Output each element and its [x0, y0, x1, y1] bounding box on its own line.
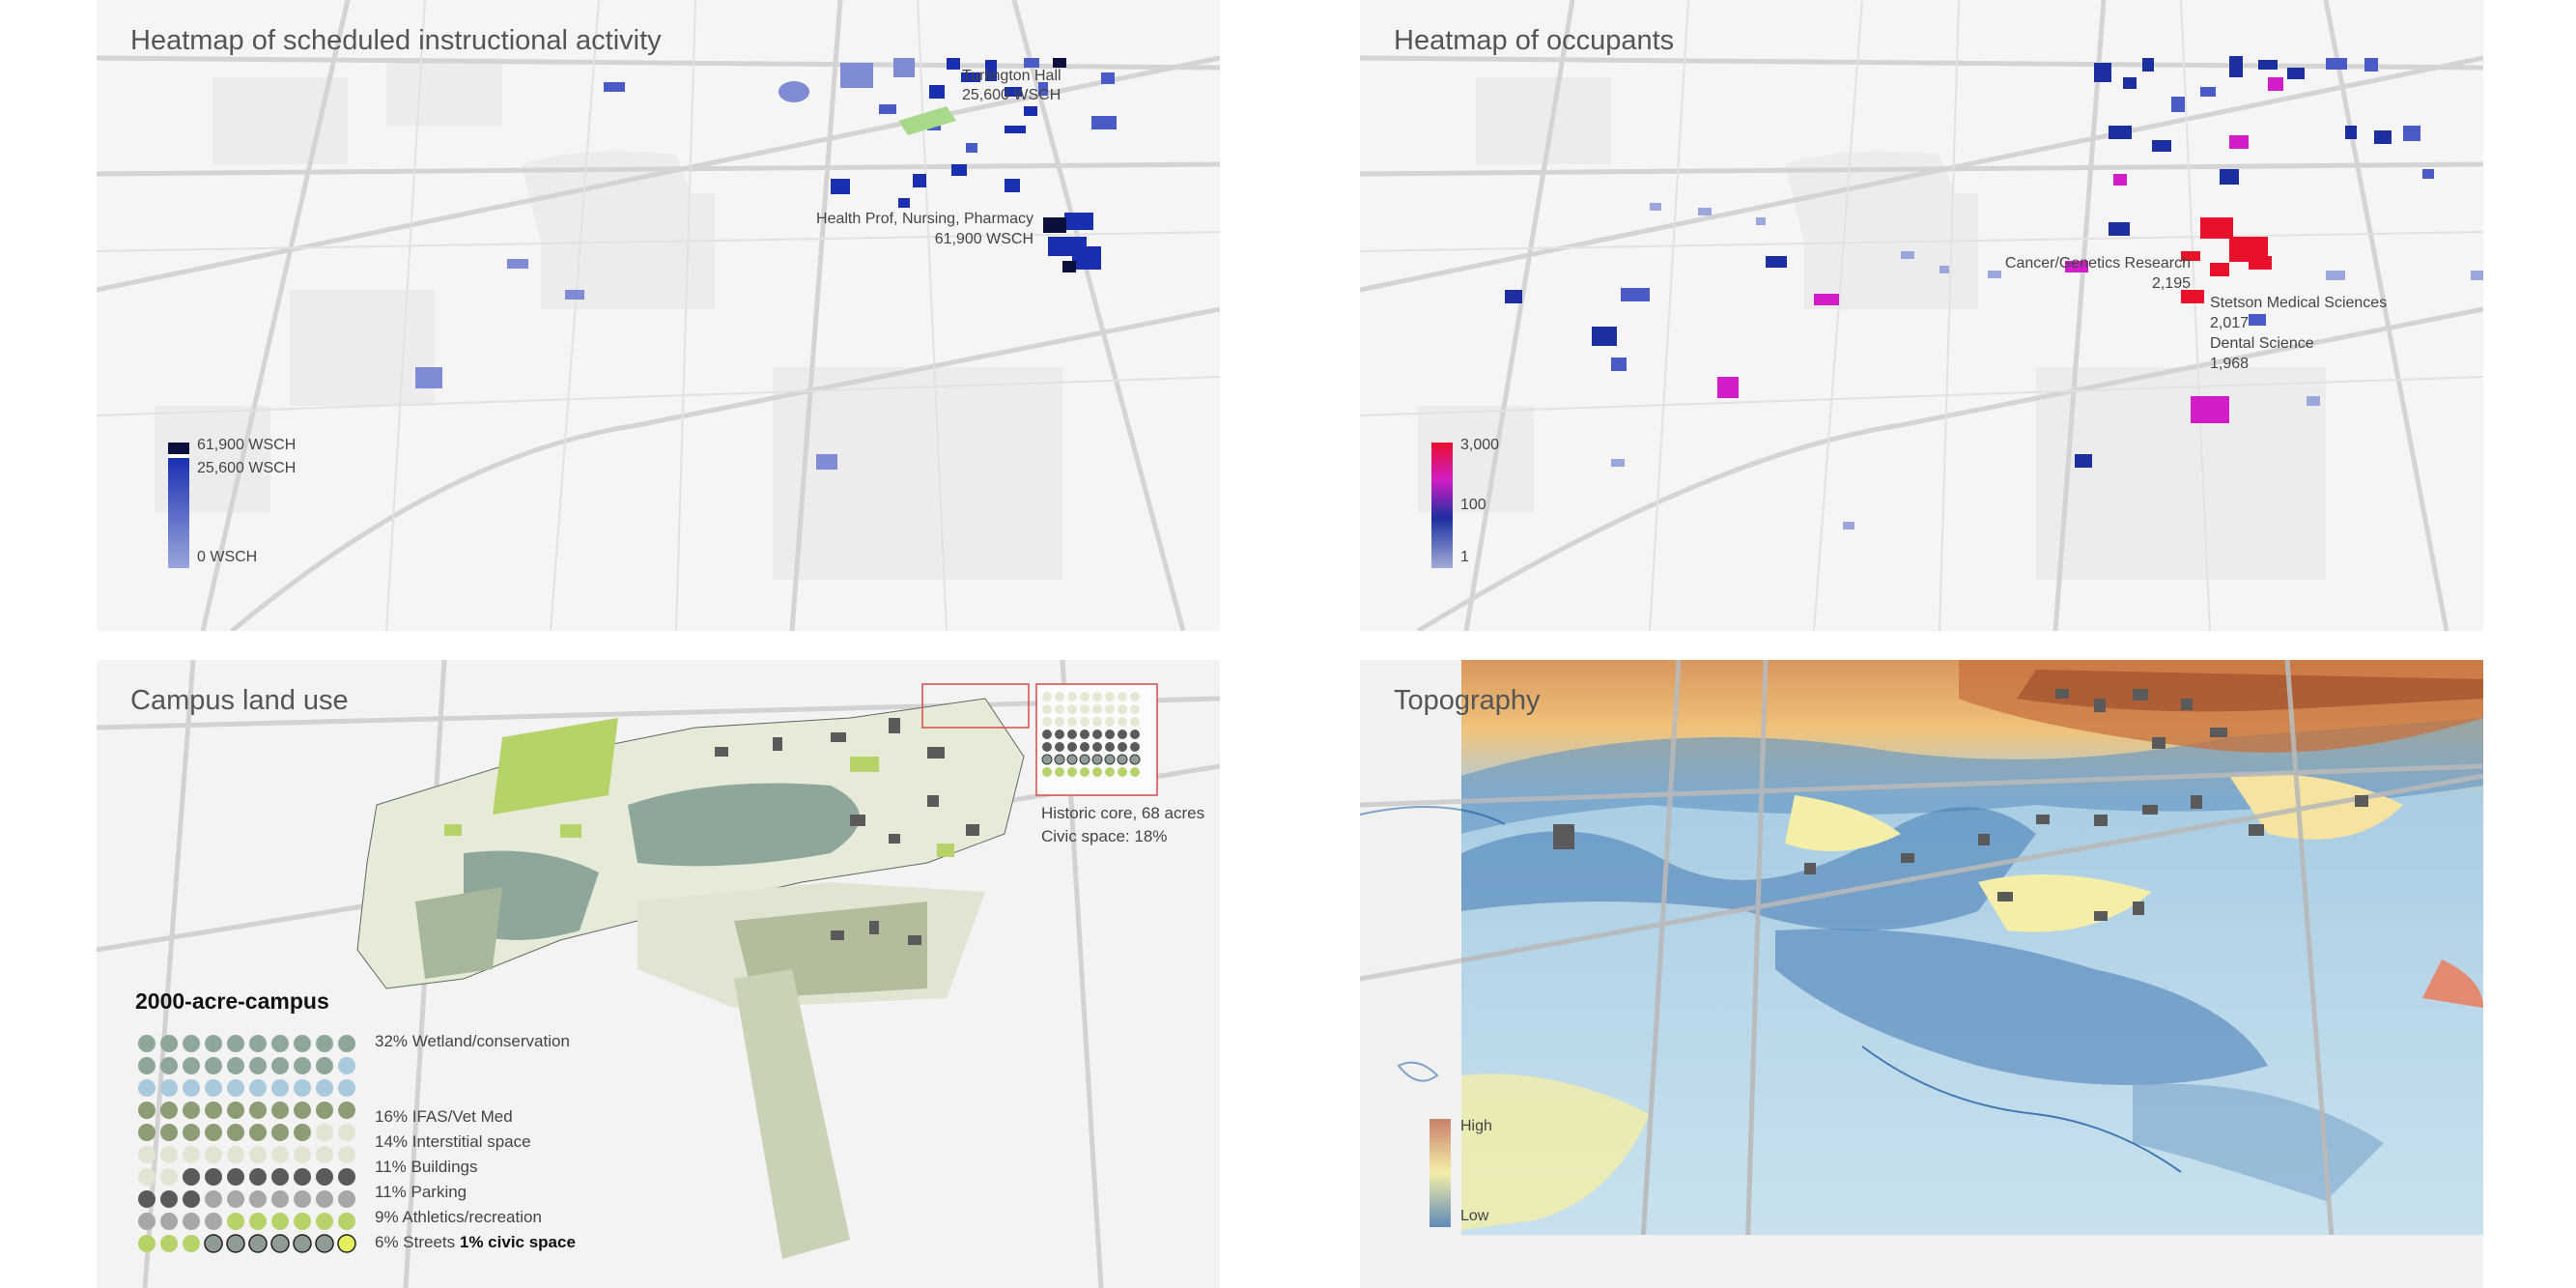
- occupants-legend-max: 3,000: [1460, 437, 1500, 453]
- instruction-basemap: [97, 0, 1220, 631]
- cancer-genetics-callout-name: Cancer/Genetics Research: [2004, 255, 2191, 272]
- land-use-civic-space: 1% civic space: [459, 1233, 576, 1251]
- panel-title: Heatmap of occupants: [1394, 25, 1675, 56]
- campus-size-label: 2000-acre-campus: [135, 988, 329, 1014]
- topography-legend-low: Low: [1460, 1208, 1489, 1224]
- instruction-heatmap-panel: Heatmap of scheduled instructional activ…: [97, 0, 1220, 631]
- land-use-panel: Campus land use Historic core, 68 acres …: [97, 660, 1220, 1288]
- land-use-athletics: 9% Athletics/recreation: [375, 1208, 542, 1226]
- civic-space-label: Civic space: 18%: [1041, 827, 1168, 845]
- land-use-streets: 6% Streets 1% civic space: [375, 1233, 576, 1252]
- wsch-legend-min: 0 WSCH: [197, 549, 258, 565]
- stetson-callout-value: 2,017: [2210, 315, 2250, 331]
- wsch-legend-mid: 25,600 WSCH: [197, 460, 297, 476]
- wsch-legend-max: 61,900 WSCH: [197, 437, 297, 453]
- dental-science-callout-value: 1,968: [2210, 356, 2250, 372]
- land-use-map: [97, 660, 1220, 1288]
- land-use-ifas: 16% IFAS/Vet Med: [375, 1107, 513, 1126]
- topography-legend-high: High: [1460, 1118, 1492, 1134]
- land-use-wetland: 32% Wetland/conservation: [375, 1032, 570, 1050]
- occupants-legend-min: 1: [1460, 549, 1469, 565]
- occupants-basemap: [1360, 0, 2483, 631]
- panel-title: Campus land use: [130, 685, 349, 716]
- dental-science-callout-name: Dental Science: [2210, 335, 2314, 352]
- land-use-parking: 11% Parking: [375, 1183, 467, 1201]
- land-use-dot-matrix: [138, 1035, 356, 1253]
- cancer-genetics-callout-value: 2,195: [2151, 275, 2191, 292]
- turlington-callout-value: 25,600 WSCH: [962, 87, 1062, 103]
- panel-title: Heatmap of scheduled instructional activ…: [130, 25, 662, 56]
- health-prof-callout-value: 61,900 WSCH: [934, 231, 1033, 247]
- health-prof-callout-name: Health Prof, Nursing, Pharmacy: [816, 211, 1033, 227]
- wsch-legend-bar: [168, 443, 189, 568]
- occupants-legend-bar: [1431, 443, 1453, 568]
- occupants-heatmap-panel: Heatmap of occupants Cancer/Genetics Res…: [1360, 0, 2483, 631]
- turlington-callout-name: Turlington Hall: [962, 68, 1062, 84]
- topography-map: [1360, 660, 2483, 1288]
- stetson-callout-name: Stetson Medical Sciences: [2210, 295, 2388, 311]
- land-use-interstitial: 14% Interstitial space: [375, 1132, 531, 1151]
- land-use-buildings: 11% Buildings: [375, 1158, 478, 1176]
- panel-title: Topography: [1394, 685, 1541, 716]
- land-use-streets-label: 6% Streets: [375, 1233, 456, 1251]
- topography-panel: Topography High Low: [1360, 660, 2483, 1288]
- historic-core-label: Historic core, 68 acres: [1041, 804, 1205, 822]
- occupants-legend-mid: 100: [1460, 497, 1486, 513]
